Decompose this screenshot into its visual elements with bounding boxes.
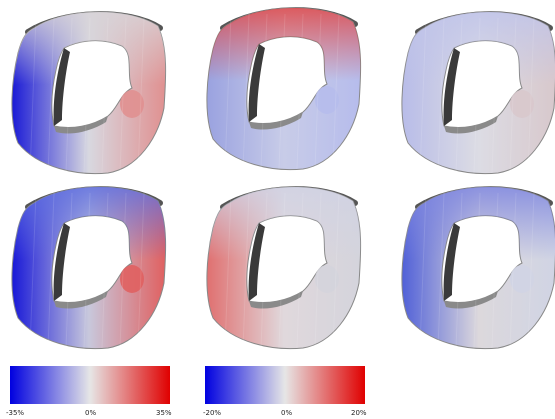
colorbar-1-min-label: -35%	[6, 409, 25, 417]
colorbar-2-min-label: -20%	[203, 409, 222, 417]
colorbar-1-mid-label: 0%	[85, 409, 97, 417]
ring-r1c3	[401, 11, 555, 175]
colorbar-2-mid-label: 0%	[281, 409, 293, 417]
ring-r2c3	[401, 186, 555, 350]
ring-r2c2	[206, 186, 362, 350]
colorbar-1	[10, 366, 170, 404]
ring-r2c1	[11, 186, 167, 350]
ring-r1c2	[206, 7, 362, 171]
colorbar-1-max-label: 35%	[156, 409, 172, 417]
colorbar-2-max-label: 20%	[351, 409, 367, 417]
ring-r1c1	[11, 11, 167, 175]
colorbar-2	[205, 366, 365, 404]
